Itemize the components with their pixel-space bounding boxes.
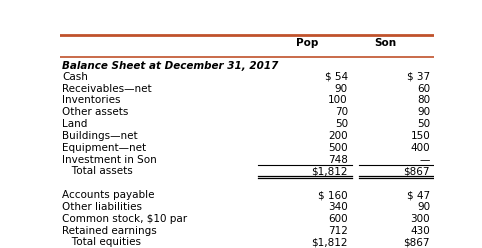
Text: 70: 70 xyxy=(335,107,348,117)
Text: $ 54: $ 54 xyxy=(325,72,348,82)
Text: Receivables—net: Receivables—net xyxy=(62,84,152,93)
Text: Cash: Cash xyxy=(62,72,88,82)
Text: Retained earnings: Retained earnings xyxy=(62,226,157,236)
Text: Common stock, $10 par: Common stock, $10 par xyxy=(62,214,187,224)
Text: 100: 100 xyxy=(328,95,348,105)
Text: Total equities: Total equities xyxy=(62,238,141,248)
Text: Inventories: Inventories xyxy=(62,95,120,105)
Text: Balance Sheet at December 31, 2017: Balance Sheet at December 31, 2017 xyxy=(62,62,279,71)
Text: Accounts payable: Accounts payable xyxy=(62,190,155,200)
Text: Equipment—net: Equipment—net xyxy=(62,143,146,153)
Text: 430: 430 xyxy=(410,226,430,236)
Text: Investment in Son: Investment in Son xyxy=(62,155,157,165)
Text: 50: 50 xyxy=(335,119,348,129)
Text: 748: 748 xyxy=(328,155,348,165)
Text: 80: 80 xyxy=(417,95,430,105)
Text: 300: 300 xyxy=(411,214,430,224)
Text: Other liabilities: Other liabilities xyxy=(62,202,142,212)
Text: 50: 50 xyxy=(417,119,430,129)
Text: Son: Son xyxy=(374,38,396,48)
Text: 400: 400 xyxy=(411,143,430,153)
Text: 90: 90 xyxy=(417,202,430,212)
Text: $ 47: $ 47 xyxy=(407,190,430,200)
Text: $1,812: $1,812 xyxy=(311,238,348,248)
Text: Buildings—net: Buildings—net xyxy=(62,131,138,141)
Text: Other assets: Other assets xyxy=(62,107,129,117)
Text: 200: 200 xyxy=(328,131,348,141)
Text: Pop: Pop xyxy=(295,38,318,48)
Text: $867: $867 xyxy=(403,166,430,177)
Text: $1,812: $1,812 xyxy=(311,166,348,177)
Text: 90: 90 xyxy=(335,84,348,93)
Text: $867: $867 xyxy=(403,238,430,248)
Text: Land: Land xyxy=(62,119,88,129)
Text: 340: 340 xyxy=(328,202,348,212)
Text: $ 37: $ 37 xyxy=(407,72,430,82)
Text: 60: 60 xyxy=(417,84,430,93)
Text: $ 160: $ 160 xyxy=(318,190,348,200)
Text: 150: 150 xyxy=(410,131,430,141)
Text: 500: 500 xyxy=(328,143,348,153)
Text: 712: 712 xyxy=(328,226,348,236)
Text: Total assets: Total assets xyxy=(62,166,133,177)
Text: —: — xyxy=(420,155,430,165)
Text: 90: 90 xyxy=(417,107,430,117)
Text: 600: 600 xyxy=(328,214,348,224)
